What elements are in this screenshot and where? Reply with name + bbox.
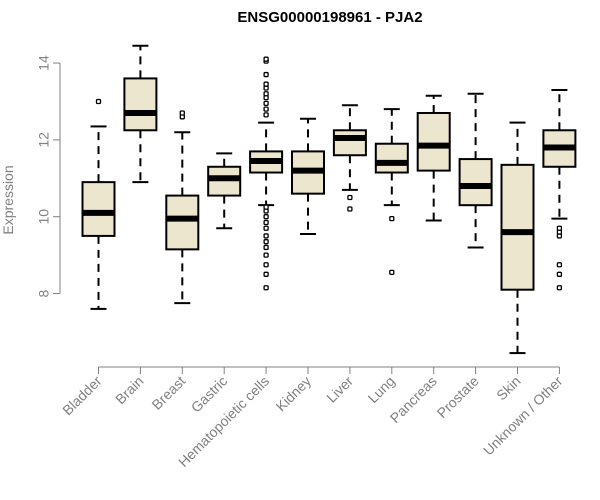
y-tick-label: 12 bbox=[36, 132, 52, 148]
outlier-point bbox=[263, 262, 269, 268]
outlier-point bbox=[556, 285, 563, 291]
box-prostate bbox=[458, 92, 493, 249]
box-gastric bbox=[207, 152, 242, 230]
outlier-point bbox=[389, 269, 395, 276]
box-breast bbox=[165, 110, 200, 305]
outlier-point bbox=[263, 106, 269, 112]
box-skin bbox=[500, 121, 535, 355]
outlier-point bbox=[263, 252, 269, 258]
y-tick-label: 14 bbox=[36, 55, 52, 71]
outlier-point bbox=[95, 98, 102, 105]
iqr-box bbox=[165, 194, 200, 251]
box-kidney bbox=[291, 117, 325, 235]
outlier-point bbox=[263, 81, 269, 87]
box-liver bbox=[332, 104, 367, 212]
outlier-point bbox=[556, 225, 563, 231]
iqr-box bbox=[374, 142, 409, 174]
outlier-point bbox=[263, 112, 269, 118]
box-hematopoietic-cells bbox=[249, 56, 284, 291]
outlier-point bbox=[263, 285, 269, 291]
x-tick-label: Kidney bbox=[273, 373, 315, 415]
chart-title: ENSG00000198961 - PJA2 bbox=[237, 9, 422, 26]
x-tick-label: Pancreas bbox=[387, 373, 440, 426]
iqr-box bbox=[332, 129, 367, 157]
outlier-point bbox=[263, 100, 269, 107]
iqr-box bbox=[416, 111, 451, 172]
boxes-group bbox=[81, 44, 577, 355]
outlier-point bbox=[556, 262, 563, 268]
box-unknown-other bbox=[542, 88, 577, 291]
outlier-point bbox=[556, 271, 563, 277]
x-tick-label: Bladder bbox=[59, 373, 105, 419]
x-tick-label: Liver bbox=[323, 373, 356, 406]
box-lung bbox=[374, 108, 409, 276]
y-axis-label: Expression bbox=[0, 165, 16, 234]
outlier-point bbox=[263, 91, 269, 97]
x-tick-label: Lung bbox=[365, 373, 398, 406]
x-tick-label: Breast bbox=[148, 373, 188, 413]
box-brain bbox=[123, 44, 158, 184]
outlier-point bbox=[389, 215, 395, 222]
outlier-point bbox=[263, 204, 269, 210]
outlier-point bbox=[263, 225, 269, 231]
outlier-point bbox=[347, 194, 353, 201]
x-tick-label: Prostate bbox=[434, 373, 482, 421]
outlier-point bbox=[263, 219, 269, 226]
iqr-box bbox=[81, 181, 116, 237]
y-tick-label: 10 bbox=[36, 209, 52, 225]
outlier-point bbox=[263, 271, 269, 277]
outlier-point bbox=[263, 56, 269, 62]
outlier-point bbox=[263, 214, 269, 220]
x-tick-label: Skin bbox=[493, 373, 524, 404]
y-tick-label: 8 bbox=[36, 289, 52, 297]
iqr-box bbox=[123, 77, 158, 132]
y-axis: 8 10 12 14 bbox=[36, 55, 61, 297]
outlier-point bbox=[263, 71, 269, 78]
outlier-point bbox=[347, 206, 353, 212]
outlier-point bbox=[179, 110, 185, 116]
outlier-point bbox=[263, 233, 269, 239]
box-bladder bbox=[81, 98, 116, 310]
x-tick-label: Unknown / Other bbox=[480, 373, 566, 459]
outlier-point bbox=[263, 244, 269, 251]
outlier-point bbox=[263, 239, 269, 245]
iqr-box bbox=[458, 158, 493, 207]
box-pancreas bbox=[416, 94, 451, 222]
iqr-box bbox=[500, 163, 535, 291]
x-tick-label: Brain bbox=[112, 373, 146, 407]
